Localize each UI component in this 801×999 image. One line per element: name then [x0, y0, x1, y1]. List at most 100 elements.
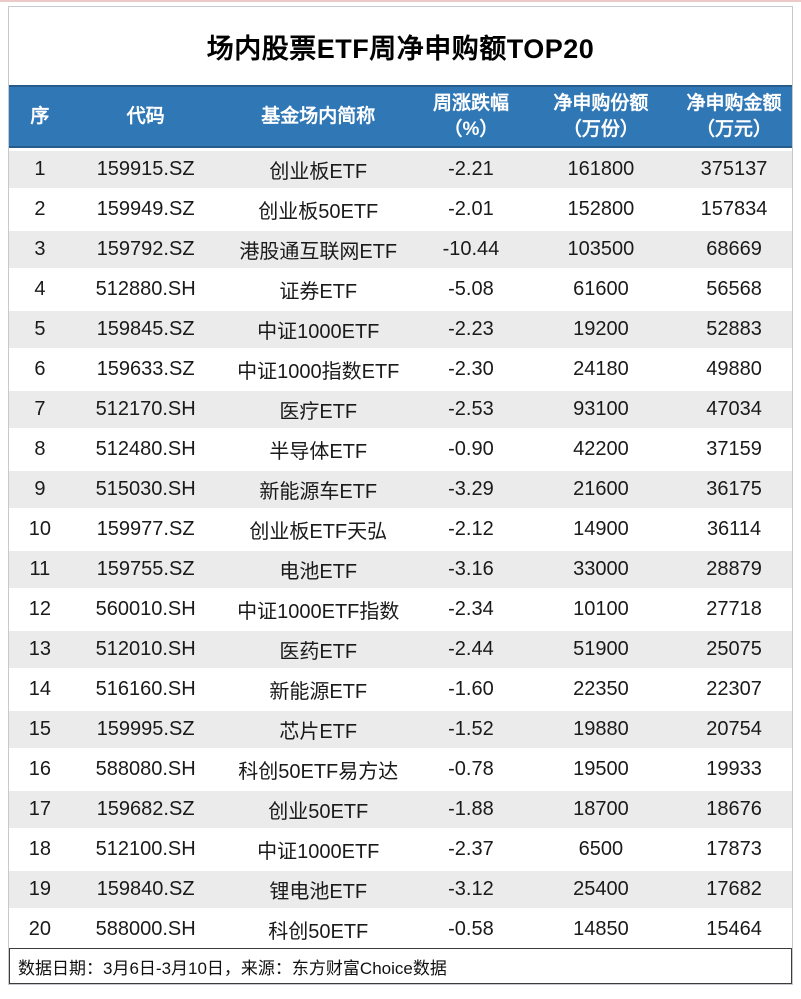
cell-seq: 8 — [34, 438, 46, 460]
header-seq-line1: 序 — [30, 105, 50, 127]
cell-net-amount: 36175 — [706, 478, 762, 500]
cell-net-amount: 68669 — [706, 238, 762, 260]
cell-seq: 2 — [34, 198, 46, 220]
cell-code: 159633.SZ — [96, 358, 195, 380]
cell-net-amount: 375137 — [700, 158, 768, 180]
header-fund-name-line1: 基金场内简称 — [261, 105, 376, 127]
cell-code: 512010.SH — [95, 638, 196, 660]
cell-code: 512170.SH — [95, 398, 196, 420]
cell-net-shares: 21600 — [573, 478, 629, 500]
cell-code: 512480.SH — [95, 438, 196, 460]
cell-seq: 18 — [28, 838, 52, 860]
top-accent-line — [0, 0, 801, 2]
cell-net-amount: 157834 — [700, 198, 768, 220]
cell-fund-name: 中证1000ETF指数 — [237, 601, 400, 623]
header-net-amount-line2: （万元） — [696, 118, 773, 140]
table-footer: 数据日期：3月6日-3月10日，来源：东方财富Choice数据 — [9, 948, 792, 984]
cell-weekly-change: -0.90 — [448, 438, 494, 460]
cell-fund-name: 中证1000ETF — [257, 841, 380, 863]
cell-net-shares: 19500 — [573, 758, 629, 780]
table-row: 16 588080.SH 科创50ETF易方达 -0.78 19500 1993… — [9, 748, 792, 788]
table-row: 9 515030.SH 新能源车ETF -3.29 21600 36175 — [9, 468, 792, 508]
cell-net-shares: 42200 — [573, 438, 629, 460]
cell-net-amount: 56568 — [706, 278, 762, 300]
header-fund-name: 基金场内简称 — [220, 104, 416, 130]
cell-code: 159792.SZ — [96, 238, 195, 260]
cell-code: 512880.SH — [95, 278, 196, 300]
table-row: 18 512100.SH 中证1000ETF -2.37 6500 17873 — [9, 828, 792, 868]
cell-fund-name: 创业板50ETF — [258, 201, 379, 223]
header-net-shares-line1: 净申购份额 — [553, 92, 649, 114]
cell-fund-name: 半导体ETF — [269, 441, 368, 463]
cell-weekly-change: -2.12 — [448, 518, 494, 540]
cell-fund-name: 科创50ETF — [268, 921, 369, 943]
cell-seq: 3 — [34, 238, 46, 260]
cell-net-shares: 51900 — [573, 638, 629, 660]
cell-weekly-change: -2.34 — [448, 598, 494, 620]
cell-fund-name: 新能源车ETF — [259, 481, 378, 503]
cell-fund-name: 中证1000指数ETF — [237, 361, 400, 383]
cell-weekly-change: -3.16 — [448, 558, 494, 580]
header-weekly-change-line2: （%） — [443, 118, 499, 140]
cell-net-amount: 20754 — [706, 718, 762, 740]
cell-net-shares: 93100 — [573, 398, 629, 420]
table-row: 15 159995.SZ 芯片ETF -1.52 19880 20754 — [9, 708, 792, 748]
cell-net-amount: 17682 — [706, 878, 762, 900]
cell-weekly-change: -0.78 — [448, 758, 494, 780]
cell-weekly-change: -2.21 — [448, 158, 494, 180]
table-row: 19 159840.SZ 锂电池ETF -3.12 25400 17682 — [9, 868, 792, 908]
cell-weekly-change: -3.12 — [448, 878, 494, 900]
cell-net-shares: 18700 — [573, 798, 629, 820]
cell-fund-name: 芯片ETF — [279, 721, 358, 743]
cell-code: 159949.SZ — [96, 198, 195, 220]
cell-net-shares: 19880 — [573, 718, 629, 740]
cell-net-amount: 36114 — [706, 518, 762, 540]
cell-fund-name: 创业板ETF天弘 — [249, 521, 388, 543]
table-row: 6 159633.SZ 中证1000指数ETF -2.30 24180 4988… — [9, 348, 792, 388]
cell-seq: 15 — [28, 718, 52, 740]
table-row: 12 560010.SH 中证1000ETF指数 -2.34 10100 277… — [9, 588, 792, 628]
table-header-row: 序 代码 基金场内简称 周涨跌幅 （%） 净申购份额 （万份） 净申购金额 （万… — [9, 85, 792, 148]
cell-seq: 11 — [29, 558, 51, 580]
cell-weekly-change: -1.88 — [448, 798, 494, 820]
cell-net-amount: 18676 — [706, 798, 762, 820]
cell-seq: 20 — [28, 918, 52, 940]
cell-net-amount: 37159 — [706, 438, 762, 460]
cell-net-amount: 47034 — [706, 398, 762, 420]
cell-net-shares: 6500 — [578, 838, 624, 860]
cell-net-amount: 28879 — [706, 558, 762, 580]
table-row: 7 512170.SH 医疗ETF -2.53 93100 47034 — [9, 388, 792, 428]
cell-code: 159845.SZ — [96, 318, 195, 340]
cell-net-amount: 17873 — [706, 838, 762, 860]
cell-seq: 5 — [34, 318, 46, 340]
cell-weekly-change: -1.60 — [448, 678, 494, 700]
cell-seq: 13 — [28, 638, 52, 660]
cell-weekly-change: -0.58 — [448, 918, 494, 940]
table-row: 8 512480.SH 半导体ETF -0.90 42200 37159 — [9, 428, 792, 468]
header-code-line1: 代码 — [126, 105, 165, 127]
cell-fund-name: 证券ETF — [279, 281, 358, 303]
cell-fund-name: 创业50ETF — [268, 801, 369, 823]
table-row: 5 159845.SZ 中证1000ETF -2.23 19200 52883 — [9, 308, 792, 348]
cell-seq: 17 — [28, 798, 52, 820]
cell-weekly-change: -3.29 — [448, 478, 494, 500]
cell-seq: 6 — [34, 358, 46, 380]
cell-weekly-change: -2.01 — [448, 198, 494, 220]
cell-seq: 10 — [28, 518, 52, 540]
table-row: 17 159682.SZ 创业50ETF -1.88 18700 18676 — [9, 788, 792, 828]
cell-code: 159682.SZ — [96, 798, 195, 820]
cell-weekly-change: -2.44 — [448, 638, 494, 660]
cell-fund-name: 科创50ETF易方达 — [238, 761, 399, 783]
cell-fund-name: 创业板ETF — [269, 161, 368, 183]
cell-code: 512100.SH — [95, 838, 196, 860]
cell-net-amount: 49880 — [706, 358, 762, 380]
cell-net-amount: 25075 — [706, 638, 762, 660]
cell-seq: 1 — [34, 158, 46, 180]
cell-code: 159755.SZ — [96, 558, 195, 580]
table-title: 场内股票ETF周净申购额TOP20 — [206, 33, 595, 64]
header-net-amount-line1: 净申购金额 — [686, 92, 782, 114]
etf-table: 场内股票ETF周净申购额TOP20 序 代码 基金场内简称 周涨跌幅 （%） 净… — [8, 6, 793, 985]
cell-code: 516160.SH — [95, 678, 196, 700]
cell-weekly-change: -10.44 — [442, 238, 500, 260]
header-code: 代码 — [71, 104, 221, 130]
